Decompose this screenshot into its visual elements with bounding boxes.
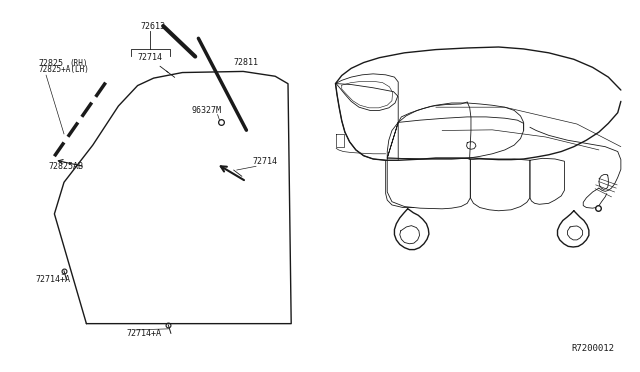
Text: 72714+A: 72714+A (127, 329, 162, 338)
Text: 72714+A: 72714+A (35, 275, 70, 284)
Text: R7200012: R7200012 (572, 344, 614, 353)
Text: (RH): (RH) (69, 60, 88, 68)
Text: 72613: 72613 (141, 22, 166, 31)
Text: 72825+A(LH): 72825+A(LH) (38, 65, 89, 74)
Text: 72714: 72714 (253, 157, 278, 166)
Text: 72714: 72714 (138, 53, 163, 62)
Text: 96327M: 96327M (192, 106, 222, 115)
Text: 72825: 72825 (38, 60, 63, 68)
Text: 72825AB: 72825AB (48, 162, 83, 171)
Text: 72811: 72811 (234, 58, 259, 67)
